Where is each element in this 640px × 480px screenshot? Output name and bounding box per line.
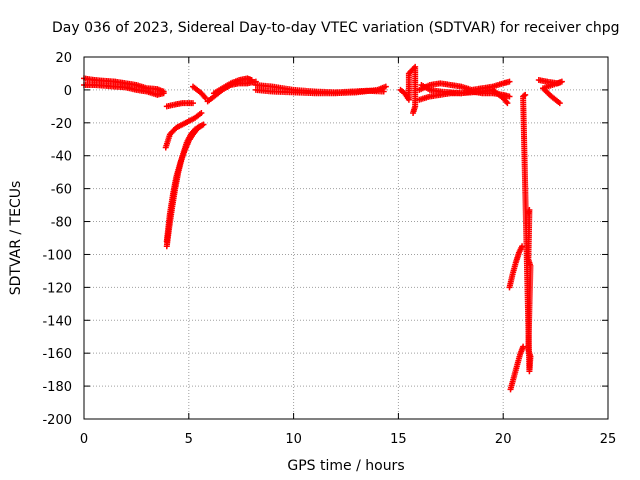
- data-point: [506, 78, 513, 85]
- data-point: [504, 100, 511, 107]
- series-band-l: [418, 81, 511, 107]
- x-tick-label: 10: [285, 432, 302, 447]
- y-tick-label: -100: [42, 248, 72, 263]
- y-axis-label: SDTVAR / TECUs: [8, 181, 24, 296]
- data-point: [201, 93, 208, 100]
- data-point: [522, 91, 529, 98]
- x-tick-label: 25: [600, 432, 617, 447]
- data-point: [189, 100, 196, 107]
- y-tick-label: -60: [51, 183, 72, 198]
- data-point: [410, 109, 417, 116]
- data-point: [521, 92, 528, 99]
- series-band-h2: [252, 83, 389, 97]
- data-marks: [81, 63, 565, 393]
- y-tick-label: -160: [42, 347, 72, 362]
- series-tail-p: [535, 77, 565, 107]
- y-tick-label: -120: [42, 281, 72, 296]
- x-tick-label: 0: [80, 432, 88, 447]
- y-tick-label: -180: [42, 380, 72, 395]
- y-tick-label: -140: [42, 314, 72, 329]
- data-point: [506, 93, 513, 100]
- series-arc-b: [163, 121, 207, 245]
- y-tick-label: 0: [64, 84, 72, 99]
- data-point: [248, 77, 255, 84]
- data-point: [520, 343, 527, 350]
- x-tick-label: 20: [495, 432, 512, 447]
- data-point: [200, 121, 207, 128]
- data-point: [382, 83, 389, 90]
- data-point: [556, 100, 563, 107]
- x-axis-label: GPS time / hours: [287, 458, 404, 474]
- series-arc-n: [507, 343, 527, 393]
- y-tick-label: 20: [55, 51, 72, 66]
- data-point: [198, 109, 205, 116]
- chart-title: Day 036 of 2023, Sidereal Day-to-day VTE…: [52, 20, 620, 36]
- series-seg-d: [163, 100, 196, 110]
- axis-ticks: 0 5 10 15 20 25 20 0 -20 -40 -60 -80 -100 -120 -140 -16…: [42, 51, 616, 447]
- data-point: [503, 98, 510, 105]
- series-pts-o: [520, 91, 534, 375]
- y-tick-label: -80: [51, 216, 72, 231]
- series-band-0b: [81, 81, 167, 98]
- x-tick-label: 15: [390, 432, 407, 447]
- y-tick-label: -200: [42, 413, 72, 428]
- y-tick-label: -20: [51, 117, 72, 132]
- series-pts-i: [397, 63, 419, 116]
- data-point: [160, 90, 167, 97]
- series-hump-g: [210, 75, 255, 97]
- x-tick-label: 5: [185, 432, 193, 447]
- series-seg-e: [189, 83, 209, 102]
- series-arc-c: [162, 109, 205, 151]
- plot-frame: [83, 56, 609, 420]
- y-tick-label: -40: [51, 150, 72, 165]
- data-point: [202, 95, 209, 102]
